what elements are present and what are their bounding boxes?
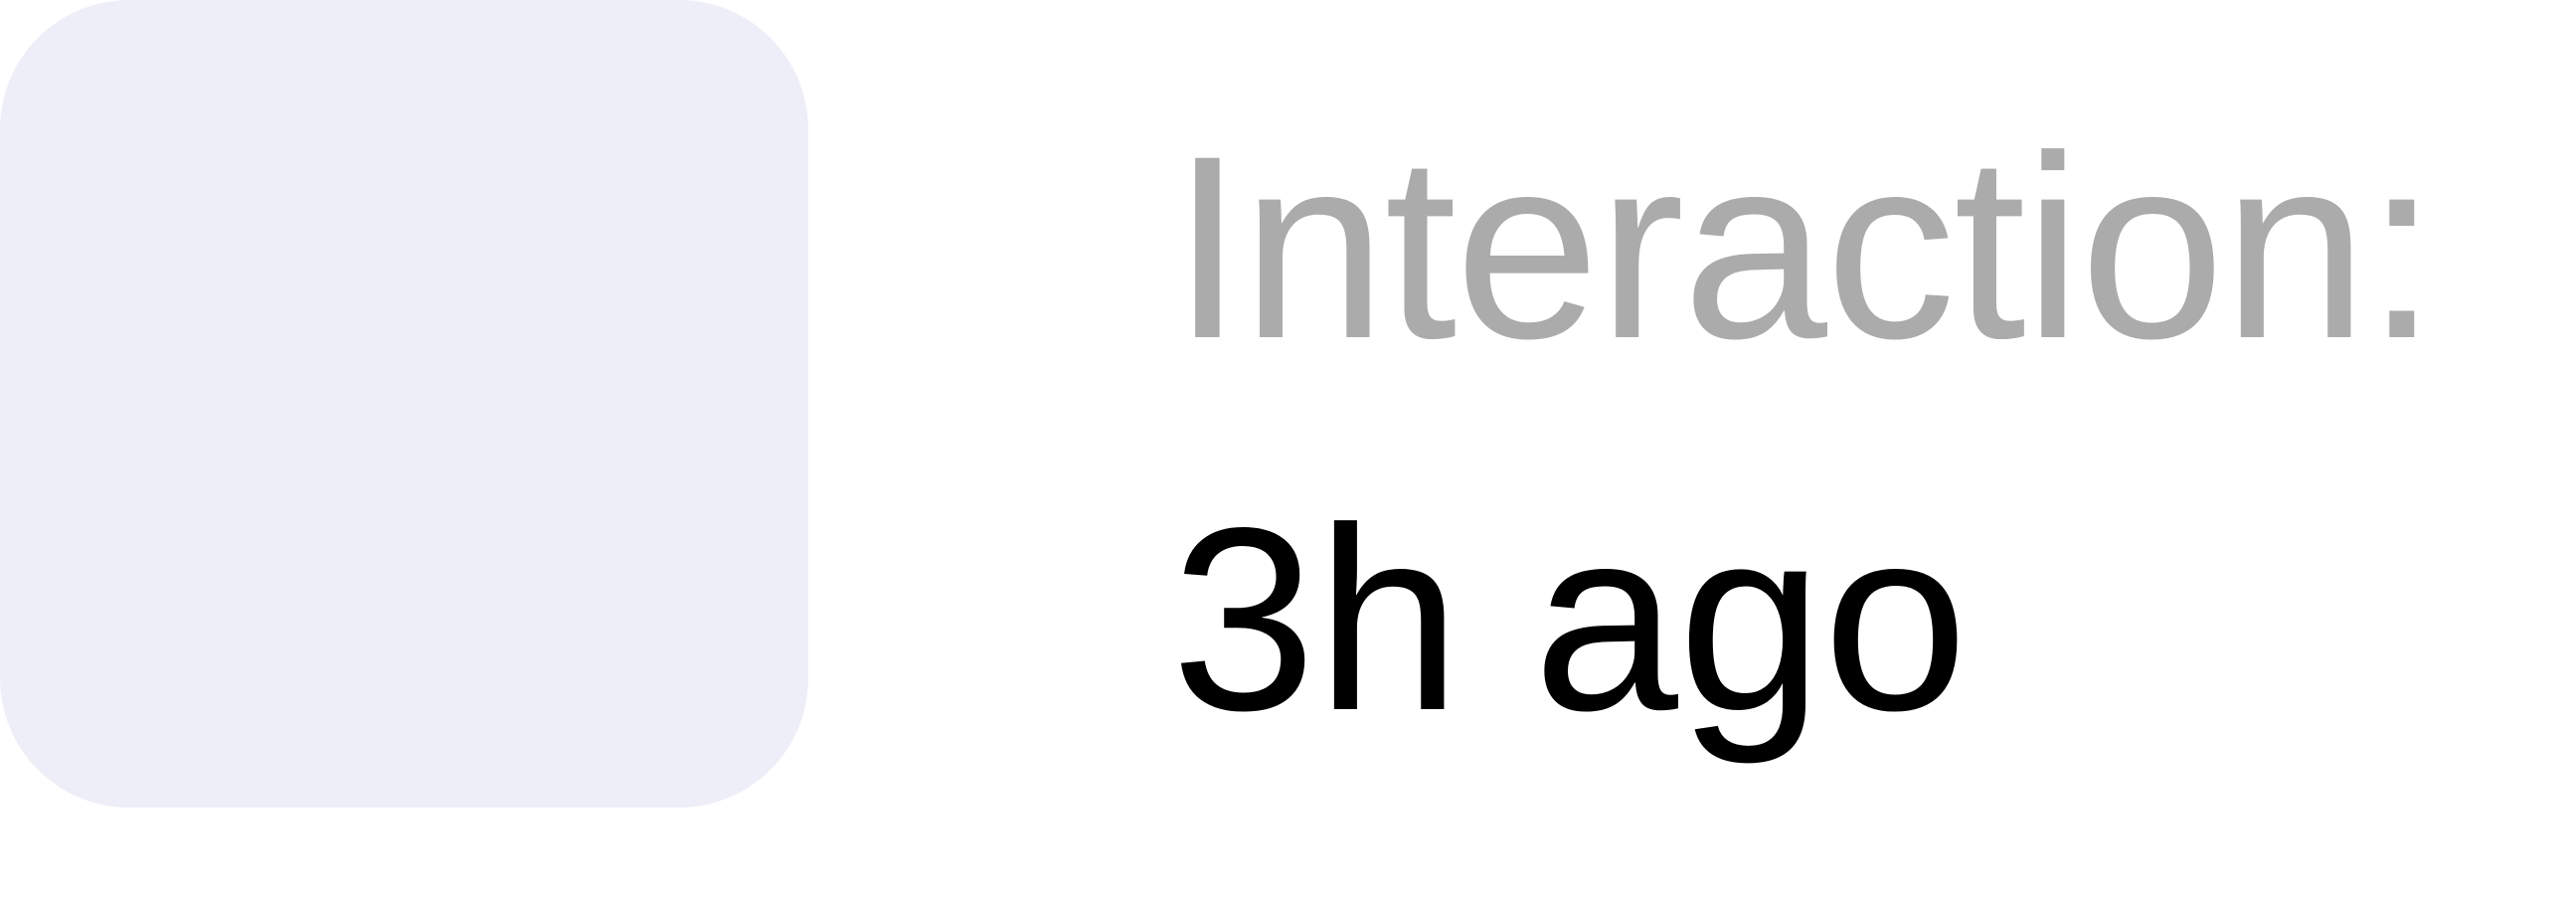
thumbnail-placeholder — [0, 0, 808, 808]
interaction-label: Interaction: — [1171, 101, 2438, 393]
interaction-time: 3h ago — [1171, 473, 1969, 765]
